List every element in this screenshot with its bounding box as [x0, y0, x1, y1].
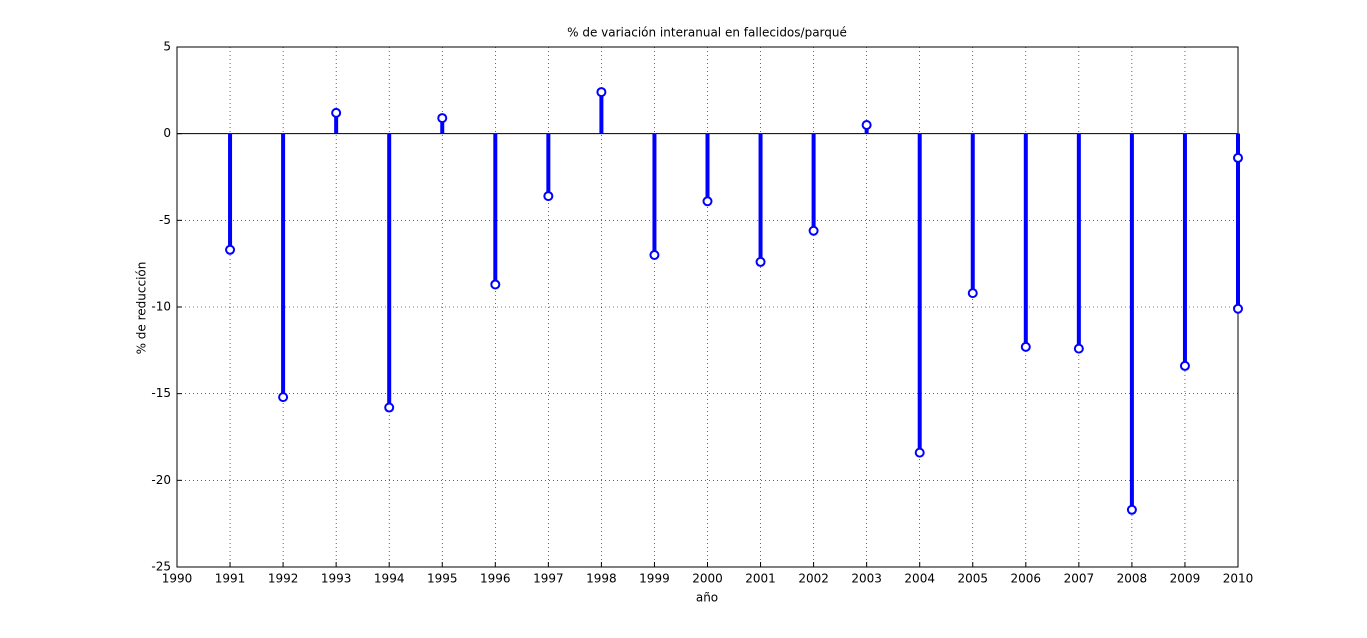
x-tick-label: 2004	[904, 572, 935, 586]
x-tick-label: 2007	[1064, 572, 1095, 586]
stem-marker	[861, 120, 872, 130]
stem-marker	[225, 244, 236, 255]
x-tick-label: 2008	[1117, 572, 1148, 586]
x-tick-label: 2005	[957, 572, 988, 586]
x-tick-label: 1994	[374, 572, 405, 586]
stem-marker	[1233, 152, 1243, 163]
stem-marker	[543, 191, 554, 202]
stem-marker	[914, 447, 925, 458]
x-tick-label: 1999	[639, 572, 670, 586]
stem-marker	[1073, 343, 1084, 354]
stem-marker	[702, 196, 713, 207]
chart-title: % de variación interanual en fallecidos/…	[567, 26, 847, 40]
x-tick-label: 1993	[321, 572, 352, 586]
x-tick-label: 2006	[1011, 572, 1042, 586]
stem-marker	[967, 288, 978, 299]
x-tick-label: 2010	[1223, 572, 1254, 586]
stem-marker	[1233, 303, 1243, 314]
y-tick-label: 5	[163, 40, 171, 54]
stem-marker	[384, 402, 395, 413]
y-tick-label: -20	[151, 473, 171, 487]
stem-marker	[755, 256, 766, 267]
stem-marker	[331, 107, 342, 118]
y-axis-label: % de reducción	[135, 262, 149, 355]
x-tick-label: 2003	[851, 572, 882, 586]
x-tick-label: 1990	[162, 572, 193, 586]
stem-marker	[278, 392, 289, 403]
x-tick-label: 1995	[427, 572, 458, 586]
stem-marker	[1126, 504, 1137, 515]
stem-marker	[1179, 360, 1190, 371]
stem-marker	[437, 113, 448, 124]
stem-marker	[596, 87, 607, 98]
stem-marker	[1020, 341, 1031, 352]
x-tick-label: 2002	[798, 572, 829, 586]
stem-marker	[490, 279, 501, 290]
x-tick-label: 1997	[533, 572, 564, 586]
x-tick-label: 1998	[586, 572, 617, 586]
x-tick-label: 1996	[480, 572, 511, 586]
stem-marker	[808, 225, 819, 236]
x-tick-label: 1992	[268, 572, 299, 586]
stem-marker	[649, 250, 660, 260]
y-tick-label: -25	[151, 560, 171, 574]
y-tick-label: -10	[151, 300, 171, 314]
x-axis-label: año	[696, 591, 718, 605]
y-tick-label: -15	[151, 386, 171, 400]
y-tick-label: -5	[159, 213, 171, 227]
x-tick-label: 2000	[692, 572, 723, 586]
y-tick-label: 0	[163, 126, 171, 140]
x-tick-label: 2009	[1170, 572, 1201, 586]
x-tick-label: 2001	[745, 572, 776, 586]
x-tick-label: 1991	[215, 572, 246, 586]
